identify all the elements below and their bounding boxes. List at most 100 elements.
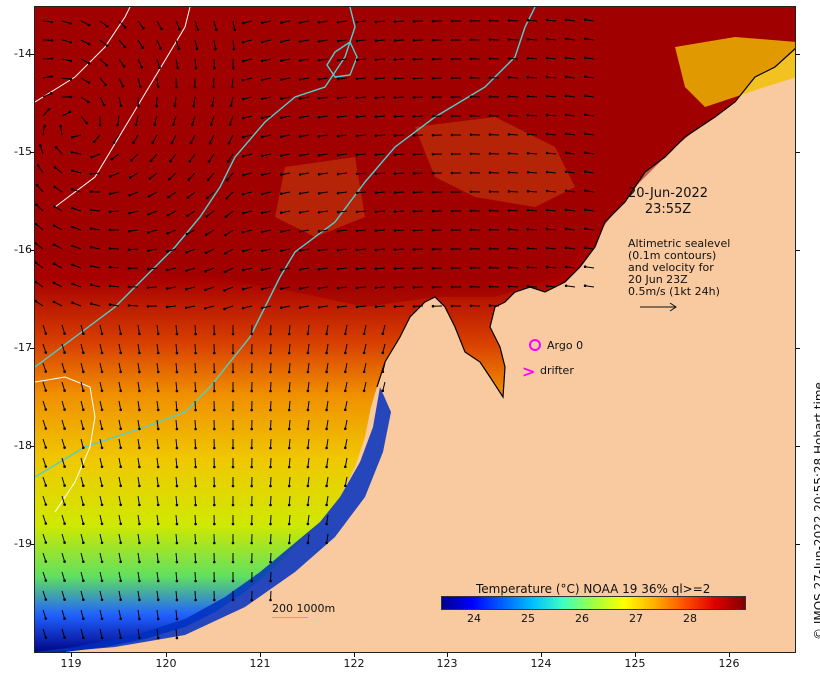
velocity-arrow [547, 285, 557, 288]
velocity-arrow-head [279, 135, 283, 138]
velocity-arrow [566, 209, 576, 212]
velocity-arrow-head [138, 617, 141, 621]
velocity-arrow [156, 533, 159, 543]
velocity-arrow-head [526, 246, 530, 250]
velocity-arrow [99, 362, 103, 372]
velocity-arrow [356, 267, 367, 270]
velocity-arrow-head [69, 78, 73, 81]
velocity-arrow-head [63, 579, 66, 582]
velocity-arrow [375, 229, 386, 232]
velocity-arrow-head [431, 152, 435, 156]
velocity-arrow-head [223, 252, 227, 255]
velocity-arrow [326, 400, 329, 410]
velocity-arrow-head [488, 76, 492, 79]
velocity-arrow [35, 281, 44, 288]
velocity-arrow [53, 263, 63, 269]
velocity-arrow-head [317, 116, 321, 119]
velocity-arrow [262, 39, 272, 43]
velocity-arrow-head [63, 541, 66, 544]
velocity-arrow [80, 20, 90, 26]
velocity-arrow-head [336, 39, 340, 43]
velocity-arrow-head [412, 115, 416, 118]
velocity-arrow [42, 438, 47, 448]
velocity-arrow-head [109, 174, 112, 178]
velocity-arrow-head [100, 522, 104, 526]
velocity-arrow [319, 96, 329, 99]
velocity-arrow [118, 343, 122, 353]
velocity-arrow-head [194, 465, 197, 469]
velocity-arrow-head [138, 541, 141, 545]
velocity-arrow [307, 400, 310, 410]
velocity-arrow [99, 39, 108, 47]
velocity-arrow [382, 324, 386, 334]
velocity-arrow-head [526, 227, 530, 231]
velocity-arrow-head [205, 215, 208, 218]
velocity-arrow-head [374, 286, 378, 290]
velocity-arrow-head [44, 427, 48, 430]
velocity-arrow [99, 457, 103, 467]
velocity-arrow-head [104, 83, 108, 87]
velocity-arrow [53, 225, 63, 231]
velocity-arrow-head [119, 389, 122, 393]
velocity-arrow-head [213, 522, 216, 526]
velocity-arrow-head [44, 522, 48, 525]
velocity-arrow-head [250, 598, 253, 602]
velocity-arrow-head [431, 38, 435, 42]
velocity-arrow-head [116, 123, 119, 127]
velocity-arrow-head [137, 104, 140, 108]
velocity-arrow [128, 248, 139, 251]
velocity-arrow-head [231, 370, 235, 374]
velocity-arrow [36, 204, 44, 212]
velocity-arrow [42, 75, 52, 79]
velocity-arrow [288, 476, 291, 487]
velocity-arrow [338, 39, 348, 42]
velocity-arrow [281, 77, 291, 81]
velocity-arrow [61, 77, 71, 80]
velocity-arrow-head [336, 134, 340, 138]
velocity-arrow-head [355, 210, 359, 214]
velocity-arrow [118, 39, 126, 48]
velocity-arrow-head [44, 351, 48, 354]
latitude-tick: -19 [14, 537, 32, 550]
velocity-arrow-head [450, 228, 454, 232]
velocity-arrow [288, 381, 291, 392]
altimetry-note-line: 0.5m/s (1kt 24h) [628, 285, 720, 298]
velocity-arrow [42, 108, 50, 117]
velocity-arrow-head [306, 446, 310, 450]
velocity-arrow-head [325, 351, 328, 355]
velocity-arrow [186, 286, 196, 290]
velocity-arrow [243, 191, 253, 195]
temperature-colorbar [441, 596, 746, 610]
velocity-arrow-head [206, 178, 210, 182]
velocity-arrow-head [213, 370, 216, 374]
velocity-arrow-head [158, 66, 161, 69]
velocity-arrow-head [213, 579, 216, 583]
velocity-arrow-head [63, 522, 66, 525]
velocity-arrow-head [526, 284, 530, 288]
velocity-arrow [508, 57, 519, 60]
velocity-arrow-head [223, 307, 226, 311]
contour-legend-line [272, 617, 308, 618]
velocity-arrow [175, 20, 181, 30]
velocity-arrow-head [336, 77, 340, 81]
velocity-arrow-head [344, 465, 347, 469]
velocity-arrow [118, 77, 124, 87]
velocity-arrow-head [231, 484, 235, 488]
velocity-arrow-head [71, 244, 74, 248]
velocity-arrow-head [450, 209, 454, 213]
velocity-arrow-head [241, 97, 245, 101]
velocity-arrow-head [250, 484, 253, 488]
velocity-arrow-head [132, 141, 135, 145]
velocity-arrow-head [82, 636, 85, 639]
velocity-arrow-head [170, 141, 174, 145]
velocity-arrow [61, 58, 71, 62]
velocity-arrow-head [187, 178, 191, 181]
velocity-arrow-head [336, 153, 340, 157]
velocity-arrow-head [47, 108, 51, 111]
velocity-arrow [35, 243, 44, 250]
velocity-arrow-head [119, 617, 122, 621]
velocity-arrow [527, 57, 538, 60]
velocity-arrow [344, 343, 348, 353]
velocity-arrow-head [279, 21, 283, 24]
velocity-arrow [356, 305, 367, 308]
